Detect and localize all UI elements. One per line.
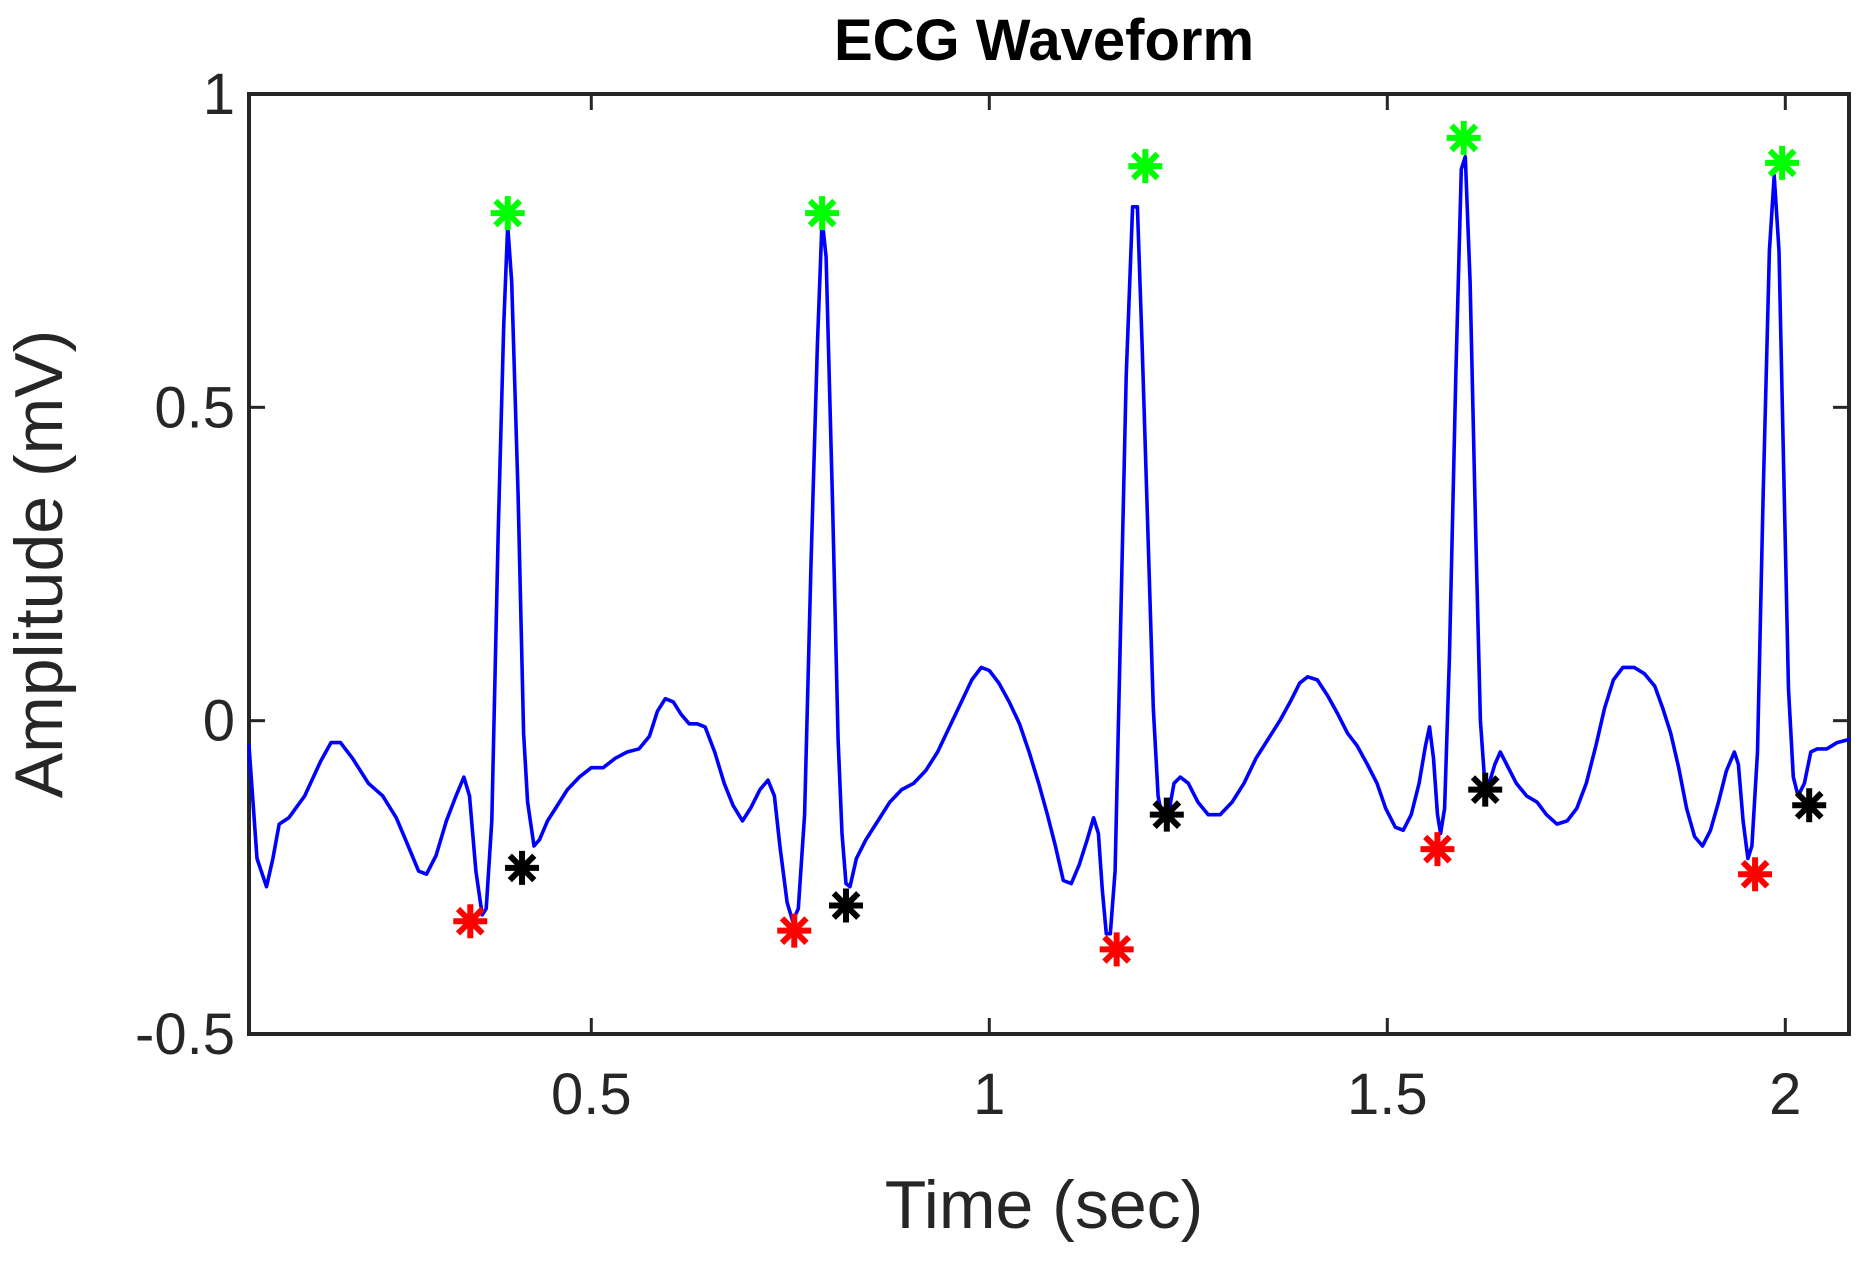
q-point-marker [1420,832,1455,867]
y-tick-label: -0.5 [135,1002,235,1067]
s-point-marker [1149,797,1184,832]
x-tick-label: 0.5 [551,1062,632,1127]
r-peak-marker [1446,120,1481,155]
r-peak-marker [805,196,840,231]
r-peak-marker [1765,145,1800,180]
s-point-marker [1468,772,1503,807]
q-point-marker [777,913,812,948]
y-tick-label: 0.5 [154,375,235,440]
ecg-trace [247,154,1851,936]
y-tick-label: 0 [203,689,235,754]
y-axis-label: Amplitude (mV) [1,330,77,799]
q-point-marker [1738,857,1773,892]
ecg-series-line [247,154,1851,936]
x-axis-label: Time (sec) [885,1167,1204,1243]
y-tick-label: 1 [203,62,235,127]
chart-title: ECG Waveform [834,8,1254,73]
x-tick-label: 1.5 [1347,1062,1428,1127]
axes-box [247,92,1851,1036]
q-point-marker [1099,932,1134,967]
x-tick-label: 2 [1769,1062,1801,1127]
r-peak-marker [1128,149,1163,184]
r-peak-marker [490,196,525,231]
s-point-marker [1792,788,1827,823]
x-axis: 0.5 1 1.5 2 [551,94,1801,1127]
y-axis: -0.5 0 0.5 1 [135,62,1849,1067]
s-point-marker [505,850,540,885]
x-tick-label: 1 [973,1062,1005,1127]
peak-markers [453,120,1827,967]
q-point-marker [453,904,488,939]
plot-area [247,92,1851,1036]
s-point-marker [829,888,864,923]
